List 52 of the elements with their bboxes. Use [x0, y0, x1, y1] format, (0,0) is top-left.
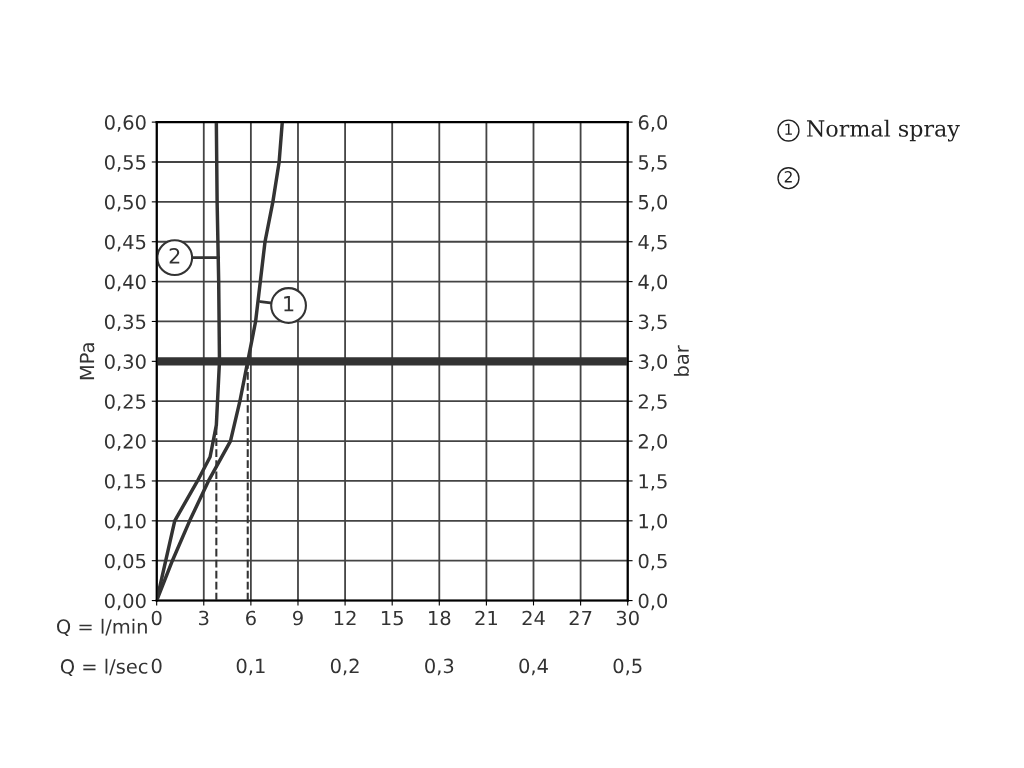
x-tick-label: 21	[475, 610, 497, 626]
y-tick-label: 0,25	[104, 394, 146, 411]
x-tick-label: 15	[381, 610, 403, 626]
x-tick-label: 24	[522, 610, 545, 626]
y2-tick-label: 1,0	[639, 513, 668, 531]
y2-tick-label: 2,5	[638, 394, 667, 411]
y-tick-label: 0,55	[104, 154, 146, 172]
x2-tick-label: 0,1	[236, 658, 265, 676]
x2-tick-label: 0	[151, 658, 162, 674]
y2-tick-label: 6,0	[638, 115, 668, 132]
x2-tick-label: 0,5	[613, 658, 642, 676]
y-tick-label: 0,50	[104, 194, 146, 212]
x-axis-title: Q = l/min	[56, 618, 147, 637]
x-tick-label: 18	[429, 610, 451, 626]
y2-tick-label: 5,0	[638, 194, 668, 212]
x-tick-label: 12	[334, 610, 356, 626]
y2-tick-label: 0,5	[638, 553, 667, 571]
y-tick-label: 0,35	[104, 314, 146, 332]
x-tick-label: 27	[569, 610, 592, 626]
x-tick-label: 0	[151, 610, 162, 626]
x-tick-label: 9	[293, 610, 303, 626]
y-tick-label: 0,05	[104, 553, 146, 571]
y2-tick-label: 3,5	[638, 314, 667, 332]
text: Normal spray	[806, 119, 960, 142]
y-tick-label: 0,20	[104, 434, 146, 451]
y-tick-label: 0,30	[104, 354, 146, 371]
text: 2	[784, 171, 792, 183]
x2-axis-title: Q = l/sec	[60, 658, 148, 677]
annotation: 1	[284, 296, 294, 312]
y2-tick-label: 2,0	[638, 434, 668, 451]
x-tick-label: 6	[246, 610, 256, 626]
y-tick-label: 0,40	[104, 274, 146, 292]
x-tick-label: 3	[199, 610, 209, 626]
y2-axis-title: bar	[673, 345, 689, 376]
y-tick-label: 0,45	[104, 234, 146, 252]
y2-tick-label: 3,0	[638, 354, 668, 371]
y-tick-label: 0,60	[104, 115, 146, 132]
y-axis-title: MPa	[79, 343, 95, 380]
x2-tick-label: 0,2	[330, 658, 359, 676]
x2-tick-label: 0,3	[425, 658, 454, 676]
y-tick-label: 0,10	[104, 513, 146, 531]
y2-tick-label: 0,0	[638, 593, 668, 611]
text: 1	[785, 123, 792, 135]
y2-tick-label: 1,5	[639, 474, 667, 491]
x2-tick-label: 0,4	[519, 658, 548, 676]
y-tick-label: 0,00	[104, 593, 146, 611]
x-tick-label: 30	[616, 610, 639, 626]
y2-tick-label: 5,5	[638, 155, 667, 172]
y2-tick-label: 4,5	[638, 234, 667, 252]
y2-tick-label: 4,0	[638, 274, 668, 292]
annotation: 2	[169, 247, 180, 264]
y-tick-label: 0,15	[104, 473, 146, 491]
